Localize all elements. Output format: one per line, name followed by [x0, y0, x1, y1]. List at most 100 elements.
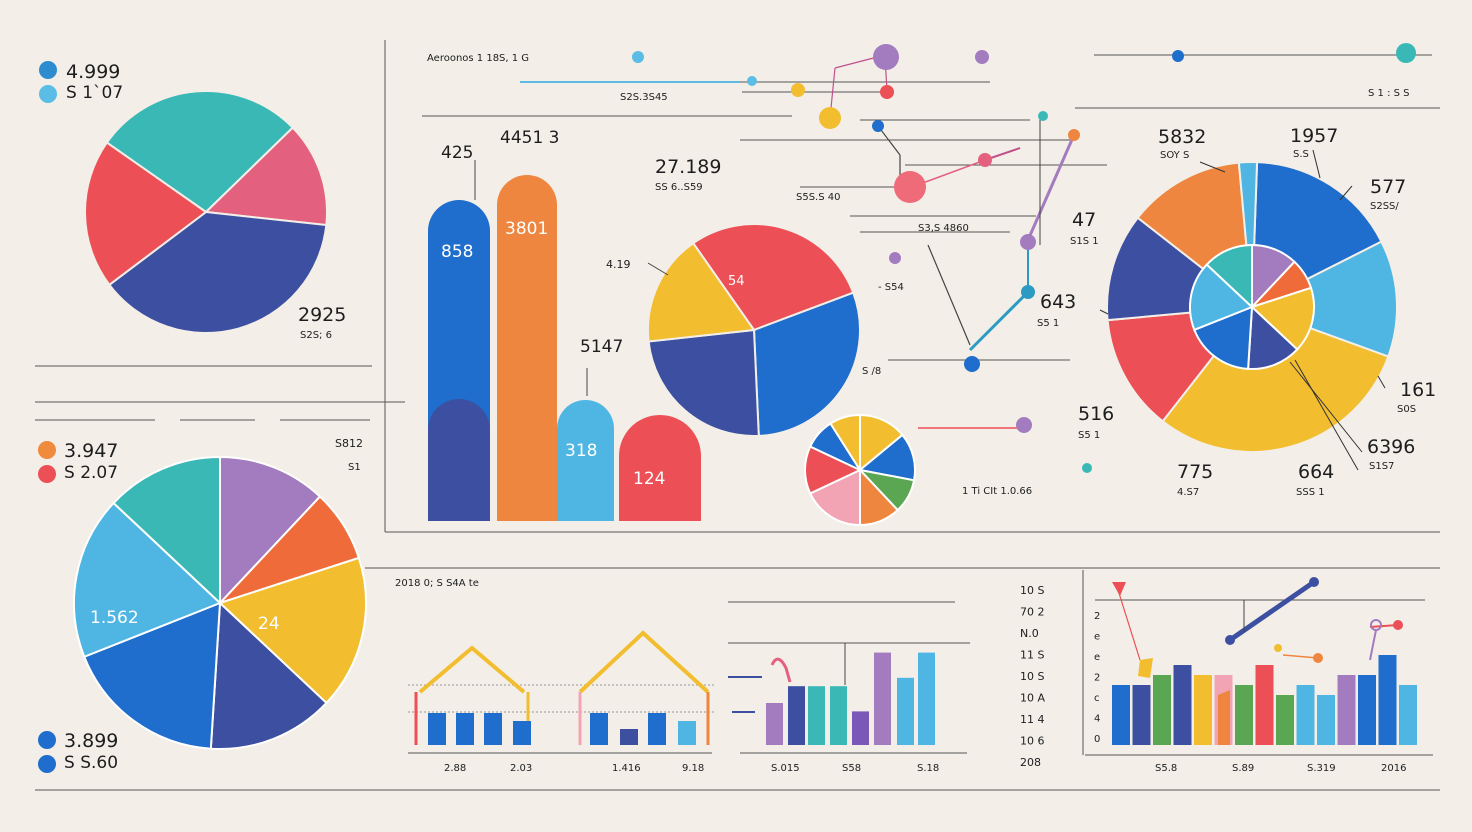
bar [497, 175, 557, 521]
pie-slice [1250, 286, 1315, 351]
bar [590, 713, 608, 745]
pie2-slice-label: 54 [728, 274, 745, 289]
mid-sub-a: S5S.S 40 [796, 192, 841, 203]
legend-value: S S.60 [64, 753, 118, 773]
bar [874, 652, 891, 745]
legend-dot [38, 731, 56, 749]
pie5-label-a: 1.562 [90, 608, 139, 628]
pie-chart-top-left [84, 90, 328, 334]
mid-sub-d: S /8 [862, 366, 881, 377]
house-bar-chart [428, 713, 696, 745]
pie-slice [219, 455, 322, 606]
legend-mid-left: 3.947 S 2.07 [38, 440, 118, 483]
pie-slice [73, 501, 222, 659]
dashed-grid-bottom [408, 684, 715, 713]
bar [1194, 675, 1212, 745]
x-label: S5.8 [1155, 763, 1177, 774]
value-577-sub: S2SS/ [1370, 201, 1399, 212]
bar [1112, 685, 1130, 745]
value-161-sub: S0S [1397, 404, 1416, 415]
value-516: 516 [1078, 403, 1114, 425]
pie-slice [84, 141, 208, 287]
mid-sub-c: - S54 [878, 282, 904, 293]
house-chart-left [418, 645, 526, 694]
value-47-sub: S1S 1 [1070, 236, 1099, 247]
legend-dot [39, 85, 57, 103]
top-header-sub: S2S.3S45 [620, 92, 668, 103]
value-577: 577 [1370, 176, 1406, 198]
legend-dot [38, 465, 56, 483]
bar [1132, 685, 1151, 745]
pie-slice [82, 601, 222, 750]
pie-slice [1189, 263, 1254, 332]
scale-label: 10 6 [1020, 735, 1045, 748]
y-tick: e [1094, 652, 1100, 663]
y-tick: 2 [1094, 673, 1100, 684]
pie-chart-bottom-left [73, 455, 367, 750]
value-s812: S812 [335, 437, 363, 450]
value-419: 4.19 [606, 258, 631, 271]
value-27189: 27.189 [655, 156, 721, 178]
value-664-sub: SSS 1 [1296, 487, 1325, 498]
bar [1153, 675, 1171, 745]
small-pie-caption: 1 Ti CIt 1.0.66 [962, 486, 1032, 497]
bar [513, 721, 531, 745]
bar [830, 686, 847, 745]
scale-label: 70 2 [1020, 606, 1045, 619]
value-5832: 5832 [1158, 126, 1206, 148]
value-643: 643 [1040, 291, 1076, 313]
bar-value-858: 858 [441, 242, 473, 262]
legend-value: S 1`07 [66, 83, 123, 103]
y-tick: 2 [1094, 611, 1100, 622]
pie-slice [808, 468, 861, 527]
pie-slice [647, 328, 760, 437]
bar [456, 713, 474, 745]
divider-lines [35, 40, 1440, 791]
bar [918, 652, 935, 745]
pie-slice [829, 413, 861, 474]
bar [852, 711, 869, 745]
bar-value-3801: 3801 [505, 219, 548, 239]
bar [897, 677, 914, 745]
x-label: S58 [842, 763, 861, 774]
bar [619, 415, 701, 521]
mid-bar-decor [728, 643, 846, 713]
bar [1276, 695, 1294, 745]
pie-slice [1161, 305, 1390, 453]
legend-value: 3.899 [64, 730, 118, 752]
value-161: 161 [1400, 379, 1436, 401]
y-tick: c [1094, 693, 1100, 704]
bar [1173, 665, 1192, 745]
bar [678, 721, 696, 745]
x-label: S.015 [771, 763, 800, 774]
x-label: 9.18 [682, 763, 704, 774]
pie-slice [203, 126, 328, 227]
mid-sub-b: S3,S 4860 [918, 223, 969, 234]
legend-value: S 2.07 [64, 463, 118, 483]
bar [1296, 685, 1315, 745]
right-pie-leaders [1099, 149, 1386, 471]
bar [766, 703, 783, 745]
bar-chart-main [428, 175, 701, 521]
scale-label: 10 S [1020, 670, 1044, 683]
right-bar-decor [1112, 577, 1403, 745]
pie-slice [752, 291, 861, 437]
pie-slice [1247, 304, 1299, 370]
x-label: 2.88 [444, 763, 466, 774]
bar [1358, 675, 1376, 745]
x-label: S.18 [917, 763, 939, 774]
mid-bar-chart [766, 652, 935, 745]
value-6396: 6396 [1367, 436, 1415, 458]
top-header-right: S 1 : S S [1368, 88, 1410, 99]
value-516-sub: S5 1 [1078, 430, 1100, 441]
pie-chart-right-inner [1189, 243, 1315, 370]
pie-slice [107, 210, 328, 334]
pie-chart-center [647, 223, 861, 437]
value-6396-sub: S1S7 [1369, 461, 1394, 472]
bar-label-44513: 4451 3 [500, 128, 559, 148]
legend-dot [39, 61, 57, 79]
scale-label: 208 [1020, 756, 1041, 769]
legend-bottom-left: 3.899 S S.60 [38, 730, 118, 773]
value-775-sub: 4.S7 [1177, 487, 1199, 498]
value-664: 664 [1298, 461, 1334, 483]
